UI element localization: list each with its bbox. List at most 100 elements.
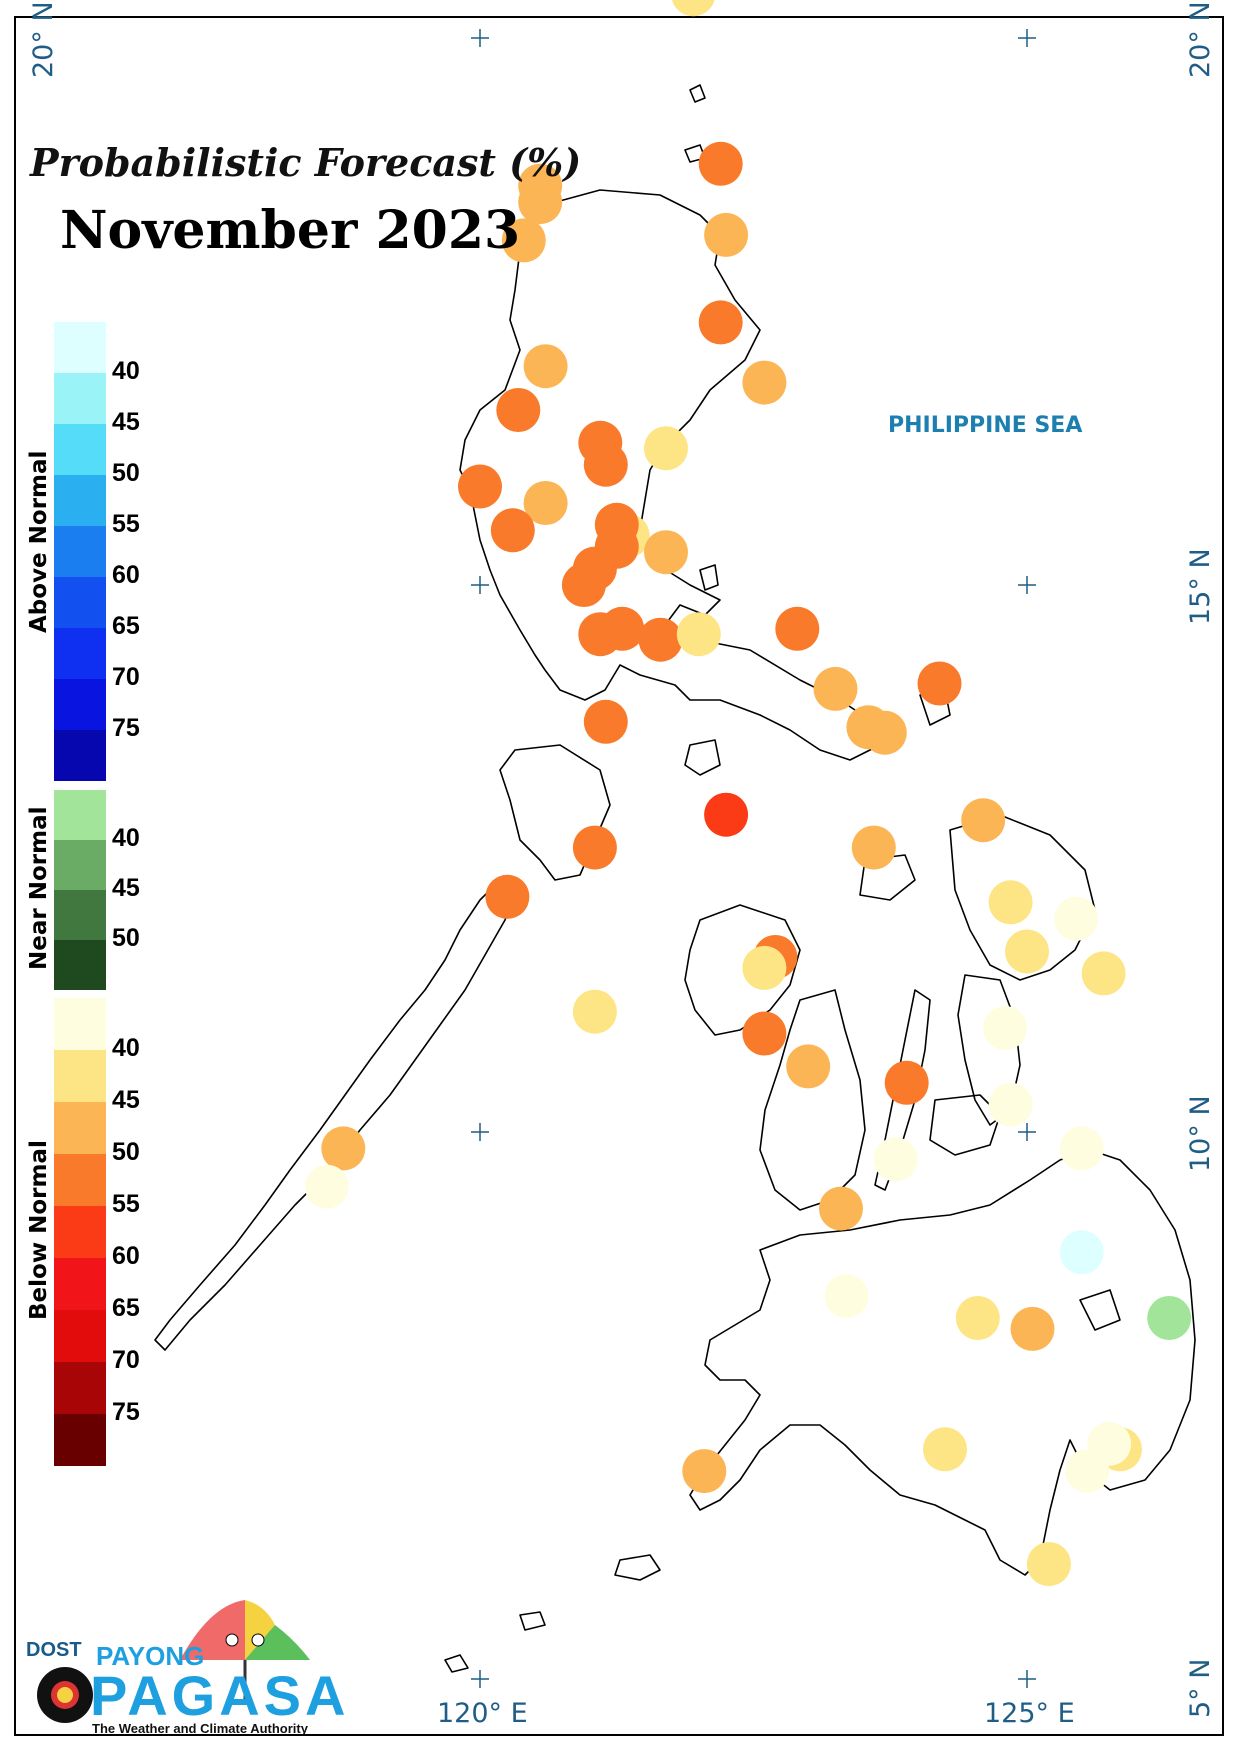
legend-tick-below-normal: 75 bbox=[112, 1398, 140, 1426]
legend-swatch-below-normal bbox=[54, 1206, 106, 1258]
station-below-marker bbox=[1026, 1542, 1071, 1587]
legend-swatch-above-normal bbox=[54, 730, 106, 781]
station-below-marker bbox=[583, 699, 628, 744]
legend-tick-above-normal: 70 bbox=[112, 663, 140, 691]
legend-swatch-near-normal bbox=[54, 890, 106, 940]
legend-tick-below-normal: 50 bbox=[112, 1138, 140, 1166]
station-below-marker bbox=[917, 661, 962, 706]
legend-tick-above-normal: 75 bbox=[112, 714, 140, 742]
lat-label-20-right: 20° N bbox=[1185, 1, 1216, 78]
logo-pagasa-text: PAGASA bbox=[90, 1664, 350, 1727]
station-markers bbox=[304, 0, 1192, 1587]
station-below-marker bbox=[873, 1137, 918, 1182]
station-below-marker bbox=[961, 798, 1006, 843]
station-below-marker bbox=[600, 606, 645, 651]
station-below-marker bbox=[988, 880, 1033, 925]
station-below-marker bbox=[572, 989, 617, 1034]
sea-label: PHILIPPINE SEA bbox=[888, 413, 1083, 438]
station-below-marker bbox=[742, 945, 787, 990]
legend-swatch-near-normal bbox=[54, 940, 106, 990]
forecast-title: Probabilistic Forecast (%) bbox=[30, 140, 582, 185]
lon-label-125: 125° E bbox=[984, 1698, 1075, 1729]
station-below-marker bbox=[304, 1164, 349, 1209]
station-below-marker bbox=[321, 1126, 366, 1171]
legend-tick-near-normal: 45 bbox=[112, 874, 140, 902]
station-below-marker bbox=[884, 1060, 929, 1105]
station-below-marker bbox=[698, 300, 743, 345]
legend-swatch-below-normal bbox=[54, 998, 106, 1050]
station-below-marker bbox=[851, 825, 896, 870]
station-below-marker bbox=[638, 617, 683, 662]
legend-swatch-below-normal bbox=[54, 1258, 106, 1310]
station-below-marker bbox=[983, 1006, 1028, 1051]
station-below-marker bbox=[496, 388, 541, 432]
station-below-marker bbox=[490, 508, 535, 553]
station-below-marker bbox=[862, 710, 907, 755]
legend-swatch-below-normal bbox=[54, 1310, 106, 1362]
lon-label-120: 120° E bbox=[437, 1698, 528, 1729]
station-below-marker bbox=[742, 1011, 787, 1056]
legend-tick-above-normal: 60 bbox=[112, 561, 140, 589]
station-below-marker bbox=[485, 874, 530, 919]
station-below-marker bbox=[1065, 1449, 1110, 1494]
station-below-marker bbox=[676, 612, 721, 657]
logo-tagline: The Weather and Climate Authority bbox=[92, 1721, 308, 1736]
station-below-marker bbox=[923, 1427, 967, 1472]
station-below-marker bbox=[518, 180, 563, 225]
lat-label-15: 15° N bbox=[1185, 548, 1216, 625]
legend-swatch-below-normal bbox=[54, 1362, 106, 1414]
station-below-marker bbox=[824, 1274, 869, 1319]
legend-swatch-near-normal bbox=[54, 790, 106, 840]
station-below-marker bbox=[775, 606, 820, 651]
legend-tick-below-normal: 45 bbox=[112, 1086, 140, 1114]
station-below-marker bbox=[698, 141, 743, 186]
legend-swatch-above-normal bbox=[54, 577, 106, 628]
legend-swatch-below-normal bbox=[54, 1102, 106, 1154]
station-below-marker bbox=[458, 464, 502, 509]
station-below-marker bbox=[523, 344, 568, 389]
station-below-marker bbox=[742, 360, 787, 405]
legend-tick-below-normal: 70 bbox=[112, 1346, 140, 1374]
coastline-outline bbox=[154, 84, 1196, 1673]
logo-dost-text: DOST bbox=[26, 1639, 82, 1661]
legend-swatch-above-normal bbox=[54, 322, 106, 373]
map-frame bbox=[14, 16, 1224, 1736]
station-below-marker bbox=[704, 212, 749, 257]
station-below-marker bbox=[1054, 896, 1099, 941]
legend-swatch-above-normal bbox=[54, 628, 106, 679]
station-below-marker bbox=[955, 1296, 1000, 1340]
legend-swatch-near-normal bbox=[54, 840, 106, 890]
legend-title-below-normal: Below Normal bbox=[26, 1140, 52, 1320]
legend-tick-above-normal: 45 bbox=[112, 408, 140, 436]
lat-label-10: 10° N bbox=[1185, 1095, 1216, 1172]
station-below-marker bbox=[644, 426, 688, 471]
station-below-marker bbox=[1010, 1306, 1055, 1351]
station-below-marker bbox=[644, 530, 688, 575]
logo-payong-text: PAYONG bbox=[96, 1641, 205, 1671]
station-above-marker bbox=[1059, 1230, 1104, 1275]
legend-swatch-above-normal bbox=[54, 424, 106, 475]
station-below-marker bbox=[561, 563, 606, 607]
legend-swatch-above-normal bbox=[54, 373, 106, 424]
grid-crosses bbox=[471, 29, 1036, 1688]
legend-swatch-below-normal bbox=[54, 1414, 106, 1466]
legend-tick-near-normal: 50 bbox=[112, 924, 140, 952]
legend-title-above-normal: Above Normal bbox=[26, 450, 52, 633]
legend-tick-above-normal: 65 bbox=[112, 612, 140, 640]
forecast-period: November 2023 bbox=[60, 200, 521, 261]
station-below-marker bbox=[682, 1449, 727, 1494]
station-below-marker bbox=[1059, 1126, 1104, 1171]
legend-swatch-above-normal bbox=[54, 526, 106, 577]
legend-tick-below-normal: 40 bbox=[112, 1034, 140, 1062]
legend-swatch-below-normal bbox=[54, 1154, 106, 1206]
station-below-marker bbox=[1081, 951, 1126, 996]
legend-swatch-above-normal bbox=[54, 679, 106, 730]
station-near-marker bbox=[1147, 1296, 1192, 1340]
station-below-marker bbox=[813, 666, 858, 711]
pagasa-logo: DOST PAYONG PAGASA The Weather and Clima… bbox=[20, 1585, 345, 1736]
legend-colorbars bbox=[54, 322, 106, 1466]
legend-tick-below-normal: 60 bbox=[112, 1242, 140, 1270]
legend-tick-above-normal: 40 bbox=[112, 357, 140, 385]
station-below-marker bbox=[523, 481, 568, 525]
